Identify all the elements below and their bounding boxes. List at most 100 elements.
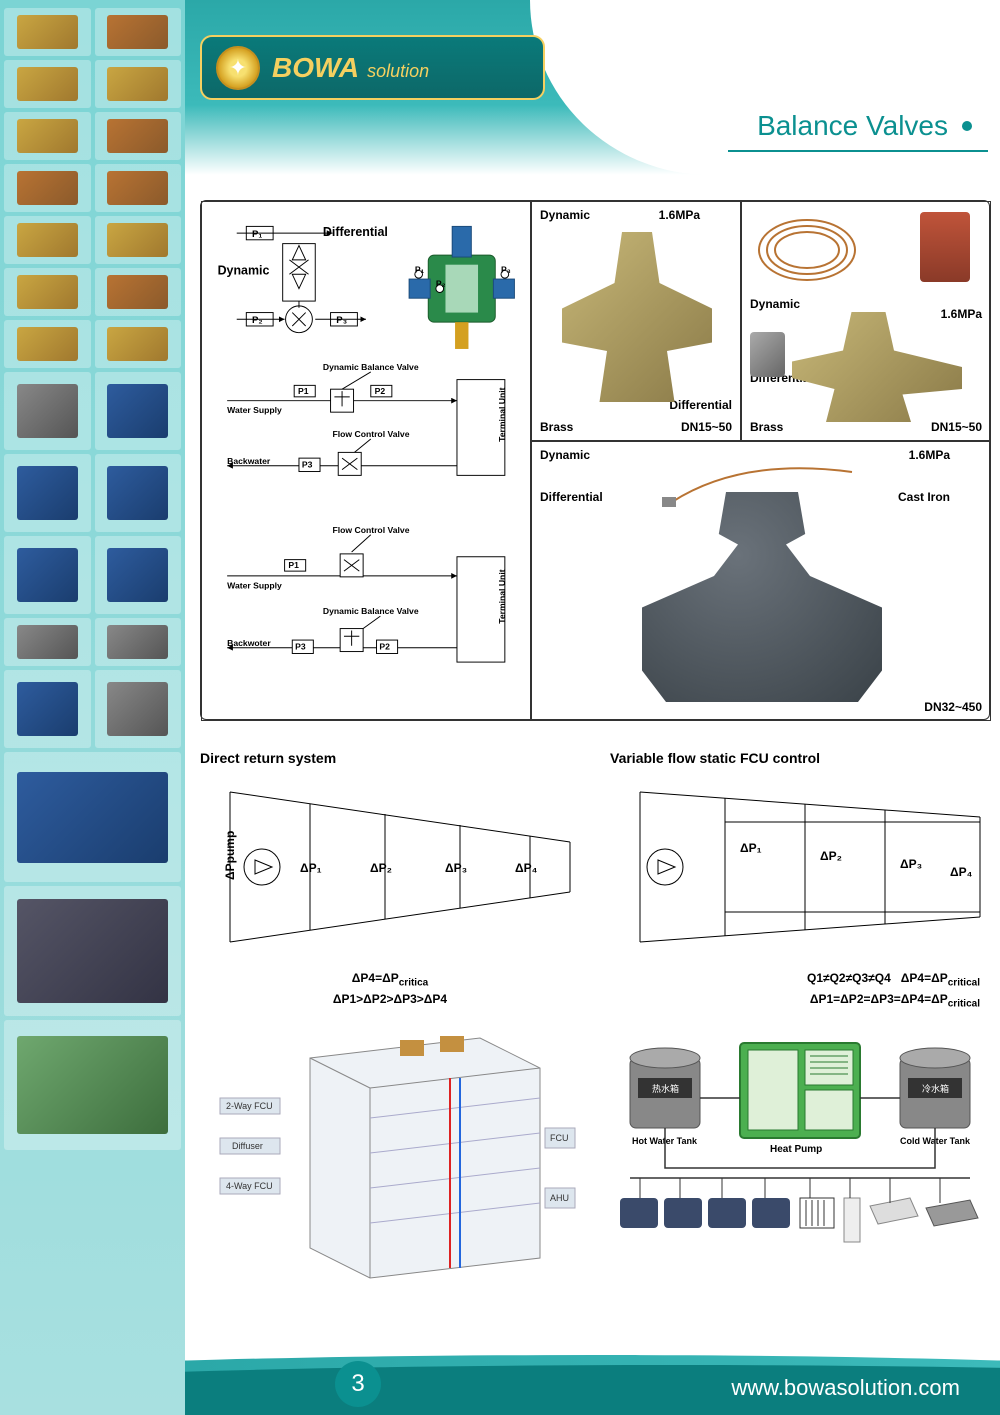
svg-text:P3: P3 — [295, 642, 306, 652]
cast-iron-valve-cell: Dynamic 1.6MPa Differential Cast Iron DN… — [531, 441, 991, 721]
label-dynamic: Dynamic — [750, 297, 800, 311]
eq-text: ΔP4=ΔP — [352, 971, 399, 985]
flow-diagrams: P₁ Differential Dynamic P₂ P₃ — [208, 208, 524, 714]
svg-text:P2: P2 — [375, 386, 386, 396]
variable-flow-diagram: ΔP₁ ΔP₂ ΔP₃ ΔP₄ — [610, 772, 990, 962]
label-material: Brass — [540, 420, 573, 434]
title-underline — [728, 150, 988, 152]
svg-text:ΔP₃: ΔP₃ — [445, 861, 467, 875]
main-content: P₁ Differential Dynamic P₂ P₃ — [200, 200, 990, 1288]
svg-text:Backwoter: Backwoter — [227, 638, 271, 648]
label-material: Brass — [750, 420, 783, 434]
svg-text:4-Way FCU: 4-Way FCU — [226, 1181, 273, 1191]
variable-eq1: Q1≠Q2≠Q3≠Q4 ΔP4=ΔPcritical — [610, 971, 990, 988]
product-sidebar — [0, 0, 185, 1415]
svg-text:P3: P3 — [302, 460, 313, 470]
eq-text: ΔP4=ΔP — [901, 971, 948, 985]
svg-text:ΔP₁: ΔP₁ — [740, 841, 762, 855]
brass-valve-2-image — [792, 312, 962, 422]
page-number: 3 — [335, 1361, 381, 1407]
label-diff: Differential — [669, 398, 732, 412]
svg-text:ΔP₁: ΔP₁ — [300, 861, 322, 875]
svg-text:Terminal Unit: Terminal Unit — [497, 387, 507, 442]
brass-valve-1-cell: Dynamic 1.6MPa Differential Brass DN15~5… — [531, 201, 741, 441]
variable-eq2: ΔP1=ΔP2=ΔP3=ΔP4=ΔPcritical — [610, 992, 990, 1009]
svg-text:P₁: P₁ — [252, 229, 262, 240]
eq-sub: critical — [948, 977, 980, 988]
title-dot-icon — [962, 121, 972, 131]
brand-main: BOWA — [272, 52, 359, 84]
label-dn: DN15~50 — [681, 420, 732, 434]
logo-emblem-icon: ✦ — [216, 46, 260, 90]
svg-text:P₃: P₃ — [336, 315, 347, 326]
svg-text:ΔP₂: ΔP₂ — [820, 849, 842, 863]
diff-label: Differential — [323, 225, 388, 239]
svg-text:Backwater: Backwater — [227, 456, 271, 466]
svg-text:ΔP₄: ΔP₄ — [950, 865, 973, 879]
page-title: Balance Valves — [757, 110, 972, 142]
variable-flow-title: Variable flow static FCU control — [610, 750, 990, 766]
label-diff: Differential — [540, 490, 603, 504]
eq-text: Q1≠Q2≠Q3≠Q4 — [807, 971, 891, 985]
brand-logo: ✦ BOWA solution — [200, 35, 545, 100]
footer-url: www.bowasolution.com — [731, 1375, 960, 1401]
svg-text:P1: P1 — [288, 560, 299, 570]
heat-pump-diagram: 热水箱 Hot Water Tank 冷水箱 Cold Water Tank H… — [610, 1028, 990, 1288]
svg-text:Dynamic Balance Valve: Dynamic Balance Valve — [323, 362, 419, 372]
svg-text:冷水箱: 冷水箱 — [922, 1083, 949, 1094]
variable-flow-box: Variable flow static FCU control ΔP₁ ΔP₂… — [610, 750, 990, 1010]
label-material: Cast Iron — [898, 490, 950, 504]
svg-text:P₂: P₂ — [252, 315, 263, 326]
small-valve-image — [750, 332, 785, 377]
label-dn: DN15~50 — [931, 420, 982, 434]
svg-text:Flow Control Valve: Flow Control Valve — [332, 525, 409, 535]
svg-text:AHU: AHU — [550, 1193, 569, 1203]
page-footer: 3 www.bowasolution.com — [185, 1335, 1000, 1415]
svg-text:ΔP₃: ΔP₃ — [900, 857, 922, 871]
svg-text:Diffuser: Diffuser — [232, 1141, 263, 1151]
diagram-cell: P₁ Differential Dynamic P₂ P₃ — [201, 201, 531, 721]
svg-text:ΔP₂: ΔP₂ — [370, 861, 392, 875]
direct-eq2: ΔP1>ΔP2>ΔP3>ΔP4 — [200, 992, 580, 1006]
eq-sub: critical — [948, 999, 980, 1010]
svg-text:热水箱: 热水箱 — [652, 1083, 679, 1094]
brass-valve-1-image — [562, 232, 712, 402]
label-dn: DN32~450 — [924, 700, 982, 714]
svg-text:2-Way FCU: 2-Way FCU — [226, 1101, 273, 1111]
svg-text:Terminal Unit: Terminal Unit — [497, 569, 507, 624]
direct-return-box: Direct return system ΔPpump ΔP₁ ΔP₂ ΔP₃ … — [200, 750, 580, 1010]
eq-text: ΔP1=ΔP2=ΔP3=ΔP4=ΔP — [810, 992, 948, 1006]
system-diagrams-row: Direct return system ΔPpump ΔP₁ ΔP₂ ΔP₃ … — [200, 750, 990, 1010]
valve-top-image — [920, 212, 970, 282]
valve-grid: P₁ Differential Dynamic P₂ P₃ — [200, 200, 990, 720]
brand-sub: solution — [367, 61, 429, 82]
capillary-coil-icon — [752, 210, 872, 290]
svg-text:Heat Pump: Heat Pump — [770, 1144, 822, 1155]
svg-text:ΔP₄: ΔP₄ — [515, 861, 538, 875]
svg-text:P1: P1 — [298, 386, 309, 396]
svg-text:P₁: P₁ — [415, 264, 425, 274]
cast-iron-valve-image — [642, 492, 882, 702]
svg-text:Flow Control Valve: Flow Control Valve — [332, 429, 409, 439]
svg-text:Dynamic Balance Valve: Dynamic Balance Valve — [323, 606, 419, 616]
building-diagram: 2-Way FCU Diffuser 4-Way FCU FCU AHU — [200, 1028, 580, 1288]
svg-text:Water Supply: Water Supply — [227, 580, 282, 590]
eq-sub: critica — [399, 977, 428, 988]
svg-text:Water Supply: Water Supply — [227, 405, 282, 415]
application-row: 2-Way FCU Diffuser 4-Way FCU FCU AHU 热水箱 — [200, 1028, 990, 1288]
direct-return-title: Direct return system — [200, 750, 580, 766]
dyn-label: Dynamic — [218, 263, 270, 277]
label-mpa: 1.6MPa — [909, 448, 950, 462]
label-dynamic: Dynamic — [540, 208, 590, 222]
svg-text:ΔPpump: ΔPpump — [223, 831, 237, 880]
direct-eq1: ΔP4=ΔPcritica — [200, 971, 580, 988]
brass-valve-2-cell: Dynamic 1.6MPa Differential Brass DN15~5… — [741, 201, 991, 441]
svg-text:FCU: FCU — [550, 1133, 569, 1143]
label-dynamic: Dynamic — [540, 448, 590, 462]
svg-text:P₃: P₃ — [501, 264, 511, 274]
label-mpa: 1.6MPa — [941, 307, 982, 321]
svg-text:P₂: P₂ — [436, 279, 446, 289]
direct-return-diagram: ΔPpump ΔP₁ ΔP₂ ΔP₃ ΔP₄ — [200, 772, 580, 962]
svg-text:P2: P2 — [379, 642, 390, 652]
page-title-text: Balance Valves — [757, 110, 948, 142]
